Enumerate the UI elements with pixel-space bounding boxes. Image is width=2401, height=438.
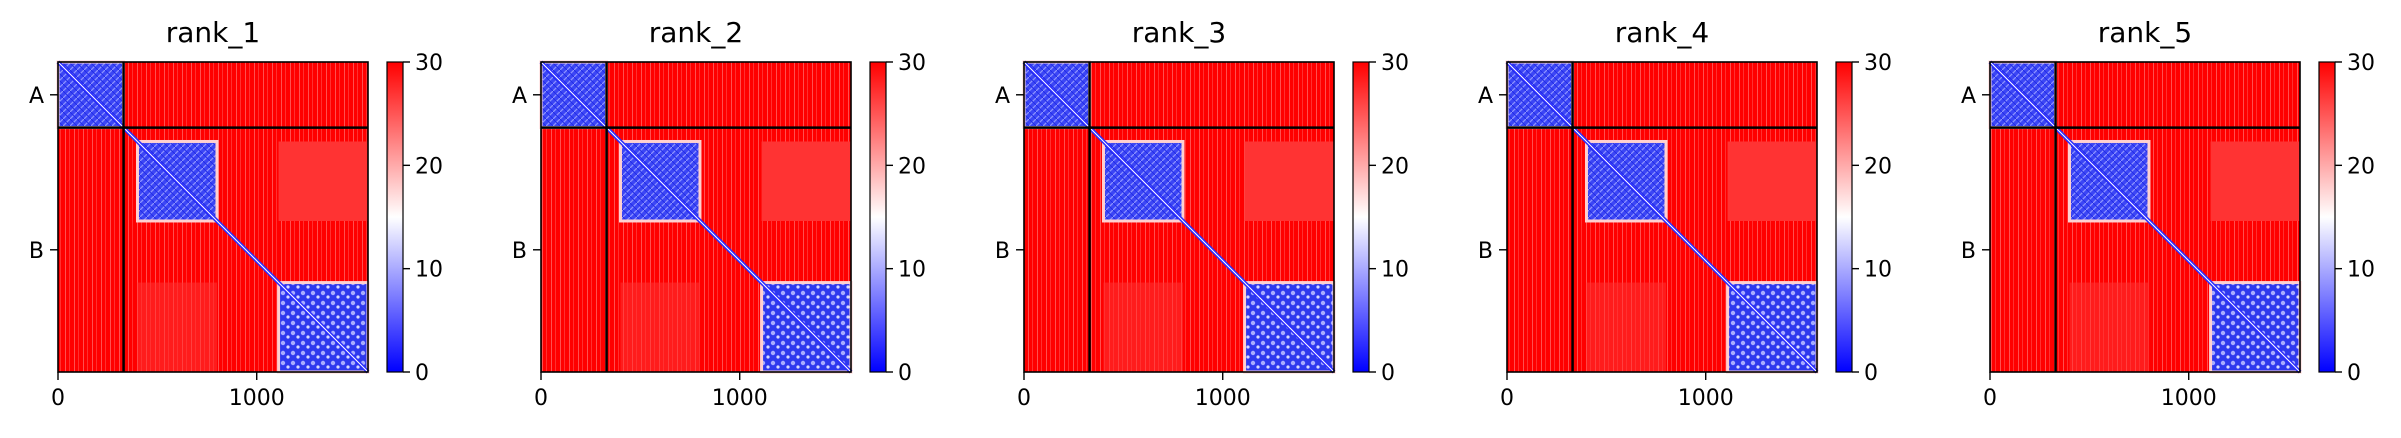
colorbar-tick-label: 0 (415, 361, 429, 386)
panel-title: rank_1 (166, 16, 260, 49)
panel-rank_3: rank_3 0 1000 A B 0 10 20 30 (995, 16, 1409, 411)
x-tick-label: 1000 (1195, 386, 1251, 411)
axes-frame (1506, 61, 1818, 373)
colorbar-tick-label: 0 (898, 361, 912, 386)
panel-rank_2: rank_2 0 1000 A B 0 10 20 30 (512, 16, 926, 411)
panel-title: rank_4 (1615, 16, 1709, 49)
pae-block-edge (618, 139, 702, 223)
pae-heatmap (539, 60, 853, 374)
colorbar-tick-label: 30 (1381, 51, 1409, 76)
x-tick-label: 0 (1983, 386, 1997, 411)
x-tick-label: 1000 (2161, 386, 2217, 411)
pae-block-b-domain-1---domain-2 (2210, 141, 2300, 221)
colorbar-tick-label: 0 (1864, 361, 1878, 386)
axes-frame (1023, 61, 1335, 373)
colorbar-tick-label: 10 (1864, 258, 1892, 283)
pae-block-mirror (1103, 282, 1183, 372)
colorbar (2318, 61, 2336, 373)
y-tick-label: A (995, 84, 1010, 109)
colorbar-tick-label: 10 (2347, 258, 2375, 283)
x-tick-label: 1000 (229, 386, 285, 411)
colorbar-tick-label: 20 (1381, 154, 1409, 179)
pae-heatmap (1988, 60, 2302, 374)
colorbar (1835, 61, 1853, 373)
y-tick-label: B (512, 239, 527, 264)
x-tick-label: 0 (1017, 386, 1031, 411)
pae-block-edge (2067, 139, 2151, 223)
axes-frame (1989, 61, 2301, 373)
colorbar-tick-label: 20 (898, 154, 926, 179)
colorbar-tick-label: 30 (898, 51, 926, 76)
y-tick-label: A (29, 84, 44, 109)
pae-block-edge (1584, 139, 1668, 223)
pae-block-mirror (620, 282, 700, 372)
colorbar-tick-label: 10 (415, 258, 443, 283)
panel-rank_1: rank_1 0 1000 A B 0 10 20 30 (29, 16, 443, 411)
pae-block-b-domain-1---domain-2 (761, 141, 851, 221)
panel-rank_4: rank_4 0 1000 A B 0 10 20 30 (1478, 16, 1892, 411)
axes-frame (57, 61, 369, 373)
y-tick-label: B (1478, 239, 1493, 264)
panel-rank_5: rank_5 0 1000 A B 0 10 20 30 (1961, 16, 2375, 411)
pae-block-edge (1101, 139, 1185, 223)
y-tick-label: B (1961, 239, 1976, 264)
pae-diagonal-core (57, 61, 369, 373)
panel-title: rank_3 (1132, 16, 1226, 49)
pae-block-b-domain-1---domain-2 (1727, 141, 1817, 221)
x-tick-label: 1000 (1678, 386, 1734, 411)
pae-block-mirror (137, 282, 217, 372)
y-tick-label: A (1961, 84, 1976, 109)
pae-diagonal-core (1023, 61, 1335, 373)
pae-block-mirror (1586, 282, 1666, 372)
x-tick-label: 0 (1500, 386, 1514, 411)
pae-heatmap (1022, 60, 1336, 374)
colorbar-tick-label: 20 (2347, 154, 2375, 179)
x-tick-label: 1000 (712, 386, 768, 411)
colorbar-tick-label: 30 (1864, 51, 1892, 76)
panel-title: rank_5 (2098, 16, 2192, 49)
colorbar-tick-label: 20 (1864, 154, 1892, 179)
colorbar-tick-label: 10 (1381, 258, 1409, 283)
colorbar-tick-label: 20 (415, 154, 443, 179)
x-tick-label: 0 (51, 386, 65, 411)
colorbar-tick-label: 10 (898, 258, 926, 283)
y-tick-label: A (512, 84, 527, 109)
colorbar (869, 61, 887, 373)
y-tick-label: B (29, 239, 44, 264)
pae-block-edge (135, 139, 219, 223)
pae-block-b-domain-1---domain-2 (1244, 141, 1334, 221)
pae-block-mirror (2069, 282, 2149, 372)
colorbar (1352, 61, 1370, 373)
colorbar-tick-label: 30 (2347, 51, 2375, 76)
colorbar-tick-label: 0 (1381, 361, 1395, 386)
pae-block-b-domain-1---domain-2 (278, 141, 368, 221)
x-tick-label: 0 (534, 386, 548, 411)
y-tick-label: B (995, 239, 1010, 264)
colorbar-tick-label: 30 (415, 51, 443, 76)
pae-heatmap (56, 60, 370, 374)
y-tick-label: A (1478, 84, 1493, 109)
panel-title: rank_2 (649, 16, 743, 49)
axes-frame (540, 61, 852, 373)
pae-heatmap (1505, 60, 1819, 374)
colorbar-tick-label: 0 (2347, 361, 2361, 386)
pae-diagonal-core (1989, 61, 2301, 373)
colorbar (386, 61, 404, 373)
pae-diagonal-core (1506, 61, 1818, 373)
pae-diagonal-core (540, 61, 852, 373)
